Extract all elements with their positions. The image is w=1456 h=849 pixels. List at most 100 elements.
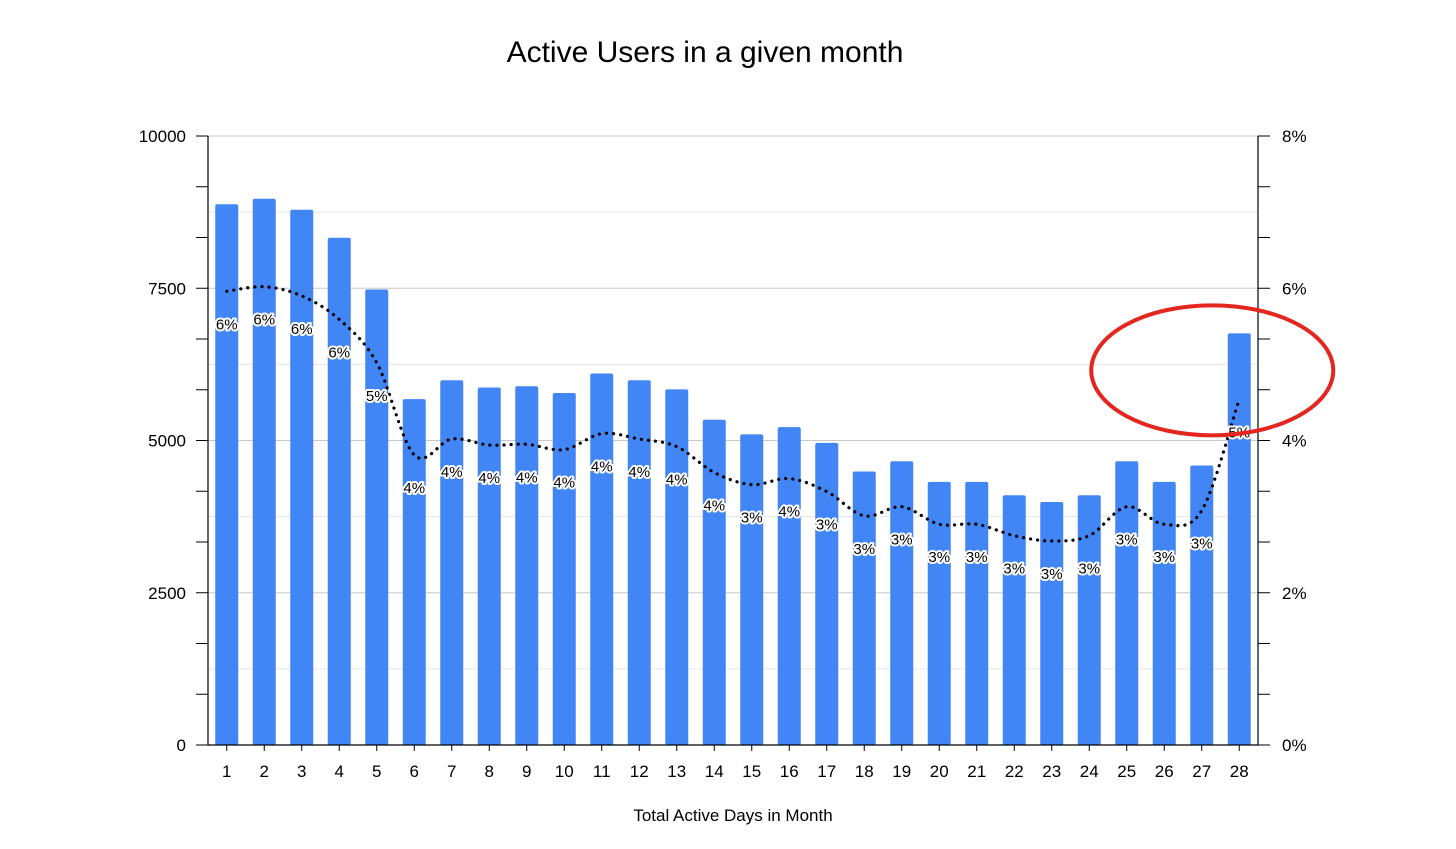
bar-day-9	[515, 386, 539, 745]
bar-day-18	[852, 471, 876, 745]
x-axis-tick-label: 3	[297, 762, 306, 781]
bar-day-26	[1152, 481, 1176, 745]
bar-day-17	[815, 442, 839, 745]
left-axis-tick-label: 5000	[148, 432, 186, 451]
percent-data-label: 6%	[216, 316, 238, 333]
percent-data-label: 3%	[1116, 532, 1138, 549]
percent-data-label: 4%	[441, 464, 463, 481]
bar-day-24	[1077, 495, 1101, 745]
percent-data-label: 3%	[1003, 561, 1025, 578]
x-axis-tick-label: 24	[1080, 762, 1099, 781]
percent-data-label: 4%	[703, 497, 725, 514]
x-axis-tick-label: 28	[1230, 762, 1249, 781]
left-axis-tick-label: 7500	[148, 279, 186, 298]
x-axis-tick-label: 25	[1117, 762, 1136, 781]
percent-data-label: 3%	[928, 549, 950, 566]
percent-data-label: 6%	[291, 321, 313, 338]
right-axis-tick-label: 6%	[1282, 279, 1307, 298]
x-axis-tick-label: 27	[1192, 762, 1211, 781]
right-axis-tick-label: 8%	[1282, 127, 1307, 146]
percent-data-label: 3%	[853, 541, 875, 558]
x-axis-tick-label: 26	[1155, 762, 1174, 781]
x-axis-tick-label: 12	[630, 762, 649, 781]
x-axis-tick-label: 19	[892, 762, 911, 781]
bar-day-22	[1002, 495, 1026, 745]
percent-data-label: 3%	[741, 510, 763, 527]
left-axis-tick-label: 10000	[139, 127, 186, 146]
x-axis-tick-label: 11	[593, 762, 611, 781]
right-axis-tick-label: 2%	[1282, 584, 1307, 603]
x-axis-tick-label: 23	[1042, 762, 1061, 781]
x-axis-tick-label: 15	[742, 762, 761, 781]
bar-day-2	[252, 198, 276, 746]
bar-day-15	[740, 434, 764, 745]
percent-data-label: 4%	[591, 459, 613, 476]
highlight-ellipse	[1089, 303, 1336, 438]
percent-data-label: 4%	[628, 464, 650, 481]
percent-data-label: 4%	[478, 470, 500, 487]
percent-data-label: 3%	[1078, 561, 1100, 578]
percent-data-label: 4%	[553, 475, 575, 492]
bar-day-23	[1040, 502, 1064, 745]
percent-data-label: 6%	[253, 312, 275, 329]
bar-day-6	[402, 399, 426, 745]
x-axis-tick-label: 22	[1005, 762, 1024, 781]
x-axis-tick-label: 13	[667, 762, 686, 781]
bar-day-7	[440, 380, 464, 745]
bar-day-16	[777, 427, 801, 745]
x-axis-tick-label: 16	[780, 762, 799, 781]
x-axis-tick-label: 14	[705, 762, 724, 781]
percent-data-label: 4%	[666, 472, 688, 489]
bar-day-5	[365, 289, 389, 745]
x-axis-tick-label: 6	[410, 762, 419, 781]
x-axis-tick-label: 10	[555, 762, 574, 781]
percent-data-label: 5%	[366, 388, 388, 405]
percent-data-label: 4%	[778, 504, 800, 521]
percent-line	[225, 285, 1241, 543]
left-axis-tick-label: 2500	[148, 584, 186, 603]
bar-day-3	[290, 209, 314, 746]
x-axis-tick-label: 21	[967, 762, 986, 781]
percent-data-label: 4%	[516, 469, 538, 486]
x-axis-tick-label: 18	[855, 762, 874, 781]
bar-day-13	[665, 389, 689, 745]
bar-day-28	[1227, 333, 1251, 745]
bar-day-19	[890, 461, 914, 745]
x-axis-tick-label: 5	[372, 762, 381, 781]
x-axis-tick-label: 17	[817, 762, 836, 781]
bar-day-8	[477, 387, 501, 745]
bar-day-25	[1115, 461, 1139, 745]
data-labels: 6% 6% 6% 6% 5% 4% 4% 4% 4% 4% 4% 4% 4% 4% 3% 4% 3% 3% 3% 3%…	[214, 310, 1252, 585]
percent-data-label: 3%	[1191, 536, 1213, 553]
x-axis-tick-label: 4	[335, 762, 344, 781]
bar-day-4	[327, 237, 351, 745]
percent-data-label: 6%	[328, 344, 350, 361]
bar-day-20	[927, 481, 951, 745]
x-axis-tick-label: 7	[447, 762, 456, 781]
bar-day-12	[627, 380, 651, 745]
x-axis-tick-label: 1	[222, 762, 231, 781]
annotations	[1089, 303, 1336, 438]
bar-day-11	[590, 373, 614, 745]
percent-data-label: 4%	[403, 480, 425, 497]
percent-data-label: 3%	[816, 517, 838, 534]
percent-data-label: 3%	[1153, 549, 1175, 566]
x-axis-tick-label: 2	[260, 762, 269, 781]
left-axis-tick-label: 0	[177, 736, 186, 755]
x-axis-title: Total Active Days in Month	[633, 806, 832, 825]
bar-day-1	[215, 204, 239, 745]
right-axis-tick-label: 0%	[1282, 736, 1307, 755]
percent-data-label: 3%	[966, 549, 988, 566]
bar-day-10	[552, 392, 576, 745]
x-axis-tick-label: 8	[485, 762, 494, 781]
percent-data-label: 3%	[891, 532, 913, 549]
percent-data-label: 3%	[1041, 566, 1063, 583]
bar-day-27	[1190, 465, 1214, 745]
bar-day-14	[702, 419, 726, 745]
percent-line-series	[225, 285, 1241, 543]
bar-series	[215, 198, 1251, 746]
bar-day-21	[965, 481, 989, 745]
